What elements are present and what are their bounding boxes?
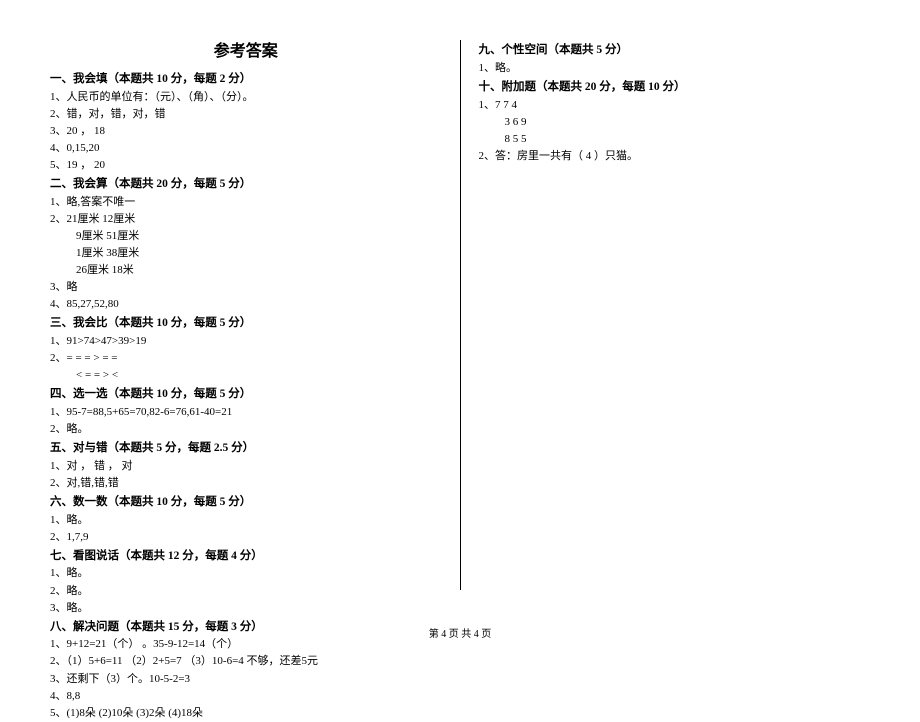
section-heading: 五、对与错（本题共 5 分，每题 2.5 分） — [50, 440, 442, 458]
section-heading: 九、个性空间（本题共 5 分） — [479, 42, 871, 60]
answer-line: 1、略。 — [50, 565, 442, 582]
answer-line: 1、95-7=88,5+65=70,82-6=76,61-40=21 — [50, 404, 442, 421]
answer-line: 1、91>74>47>39>19 — [50, 333, 442, 350]
answer-line: 1、对 ， 错 ， 对 — [50, 458, 442, 475]
section-heading: 三、我会比（本题共 10 分，每题 5 分） — [50, 315, 442, 333]
section-heading: 二、我会算（本题共 20 分，每题 5 分） — [50, 176, 442, 194]
answer-line: 2、略。 — [50, 421, 442, 438]
answer-line: < = = > < — [50, 367, 442, 384]
answer-line: 2、= = = > = = — [50, 350, 442, 367]
answer-line: 2、略。 — [50, 583, 442, 600]
answer-line: 5、19 ， 20 — [50, 157, 442, 174]
section-heading: 四、选一选（本题共 10 分，每题 5 分） — [50, 386, 442, 404]
answer-line: 1、7 7 4 — [479, 97, 871, 114]
section-heading: 十、附加题（本题共 20 分，每题 10 分） — [479, 79, 871, 97]
answer-line: 3、略 — [50, 279, 442, 296]
answer-line: 4、8,8 — [50, 688, 442, 705]
answer-line: 2、1,7,9 — [50, 529, 442, 546]
answer-line: 2、答：房里一共有（ 4 ）只猫。 — [479, 148, 871, 165]
section-heading: 七、看图说话（本题共 12 分，每题 4 分） — [50, 548, 442, 566]
answer-line: 1厘米 38厘米 — [50, 245, 442, 262]
answer-line: 4、85,27,52,80 — [50, 296, 442, 313]
answer-line: 3、20 ， 18 — [50, 123, 442, 140]
answer-line: 2、对,错,错,错 — [50, 475, 442, 492]
answer-line: 3、略。 — [50, 600, 442, 617]
answer-line: 1、略,答案不唯一 — [50, 194, 442, 211]
page-content: 参考答案 一、我会填（本题共 10 分，每题 2 分）1、人民币的单位有：（元）… — [0, 0, 920, 620]
right-column: 九、个性空间（本题共 5 分）1、略。十、附加题（本题共 20 分，每题 10 … — [461, 40, 871, 590]
answer-line: 1、略。 — [479, 60, 871, 77]
answer-line: 2、（1）5+6=11 （2）2+5=7 （3）10-6=4 不够，还差5元 — [50, 653, 442, 670]
answer-line: 3、还剩下（3）个。10-5-2=3 — [50, 671, 442, 688]
answer-line: 26厘米 18米 — [50, 262, 442, 279]
answer-line: 4、0,15,20 — [50, 140, 442, 157]
answer-line: 1、人民币的单位有：（元）、（角）、（分）。 — [50, 89, 442, 106]
main-title: 参考答案 — [50, 40, 442, 65]
answer-line: 1、略。 — [50, 512, 442, 529]
left-column: 参考答案 一、我会填（本题共 10 分，每题 2 分）1、人民币的单位有：（元）… — [50, 40, 460, 590]
section-heading: 六、数一数（本题共 10 分，每题 5 分） — [50, 494, 442, 512]
answer-line: 9厘米 51厘米 — [50, 228, 442, 245]
answer-line: 8 5 5 — [479, 131, 871, 148]
answer-line: 2、错，对，错，对，错 — [50, 106, 442, 123]
right-sections: 九、个性空间（本题共 5 分）1、略。十、附加题（本题共 20 分，每题 10 … — [479, 42, 871, 165]
answer-line: 2、21厘米 12厘米 — [50, 211, 442, 228]
section-heading: 一、我会填（本题共 10 分，每题 2 分） — [50, 71, 442, 89]
answer-line: 3 6 9 — [479, 114, 871, 131]
page-footer: 第 4 页 共 4 页 — [0, 625, 920, 640]
answer-line: 5、(1)8朵 (2)10朵 (3)2朵 (4)18朵 — [50, 705, 442, 722]
